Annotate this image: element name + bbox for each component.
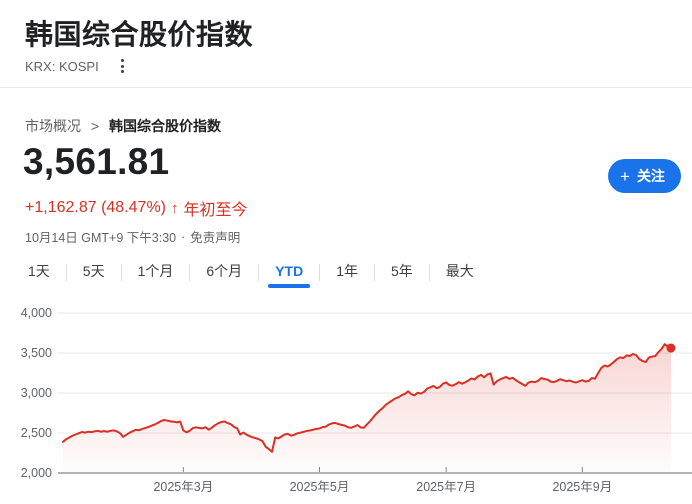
ticker-symbol: KRX: KOSPI <box>25 58 99 74</box>
range-tab-ytd[interactable]: YTD <box>268 256 311 288</box>
breadcrumb-separator: > <box>90 118 100 134</box>
range-tab-1d[interactable]: 1天 <box>28 263 50 279</box>
ticker-row: KRX: KOSPI <box>25 57 128 75</box>
x-axis-label: 2025年3月 <box>153 480 213 494</box>
tab-divider <box>428 263 430 281</box>
series-line <box>62 343 672 453</box>
disclaimer-link[interactable]: 免责声明 <box>190 231 241 245</box>
plus-icon: + <box>620 166 630 186</box>
tab-divider <box>258 263 260 281</box>
tab-divider <box>120 263 122 281</box>
range-tab-1m[interactable]: 1个月 <box>137 263 174 279</box>
range-tab-max[interactable]: 最大 <box>445 263 474 279</box>
range-tab-1y[interactable]: 1年 <box>336 263 358 279</box>
range-tab-6m[interactable]: 6个月 <box>206 263 243 279</box>
x-axis-label: 2025年9月 <box>552 480 612 494</box>
range-tab-5y[interactable]: 5年 <box>390 263 413 279</box>
range-tab-5d[interactable]: 5天 <box>82 263 105 279</box>
up-arrow-icon: ↑ <box>171 199 179 217</box>
quote-timestamp-row: 10月14日 GMT+9 下午3:30 · 免责声明 <box>25 227 240 246</box>
quote-timestamp: 10月14日 GMT+9 下午3:30 <box>25 231 177 245</box>
change-period: 年初至今 <box>183 202 248 219</box>
follow-button[interactable]: + 关注 <box>608 159 681 193</box>
page-title: 韩国综合股价指数 <box>25 19 254 50</box>
current-price: 3,561.81 <box>23 141 170 182</box>
y-axis-label: 3,000 <box>21 386 52 400</box>
y-axis-label: 2,500 <box>21 426 52 440</box>
header-divider <box>0 87 692 88</box>
change-value: +1,162.87 (48.47%) <box>25 199 166 216</box>
series-area-fill <box>63 344 671 473</box>
time-range-tabs: 1天 5天 1个月 6个月 YTD 1年 5年 最大 <box>28 255 474 289</box>
price-change-row: +1,162.87 (48.47%) ↑ 年初至今 <box>25 196 248 220</box>
tab-divider <box>65 263 67 281</box>
x-axis-label: 2025年7月 <box>416 480 476 494</box>
price-chart[interactable]: 4,000 3,500 3,000 2,500 2,000 2025年3月 2025年5月 2… <box>0 300 692 504</box>
tab-divider <box>189 263 191 281</box>
breadcrumb-current: 韩国综合股价指数 <box>108 118 221 134</box>
tab-divider <box>319 263 321 281</box>
tab-divider <box>373 263 375 281</box>
y-axis-label: 3,500 <box>21 346 52 360</box>
breadcrumb: 市场概况 > 韩国综合股价指数 <box>25 116 221 136</box>
y-axis-label: 4,000 <box>21 306 52 320</box>
follow-button-label: 关注 <box>636 168 665 184</box>
breadcrumb-market-overview[interactable]: 市场概况 <box>25 118 81 134</box>
kebab-menu-icon[interactable] <box>117 57 128 75</box>
y-axis-label: 2,000 <box>21 466 52 480</box>
last-price-dot <box>666 343 676 353</box>
x-axis-label: 2025年5月 <box>290 480 350 494</box>
price-chart-svg[interactable]: 4,000 3,500 3,000 2,500 2,000 2025年3月 2025年5月 2… <box>0 300 692 504</box>
dot-separator: · <box>181 229 186 244</box>
